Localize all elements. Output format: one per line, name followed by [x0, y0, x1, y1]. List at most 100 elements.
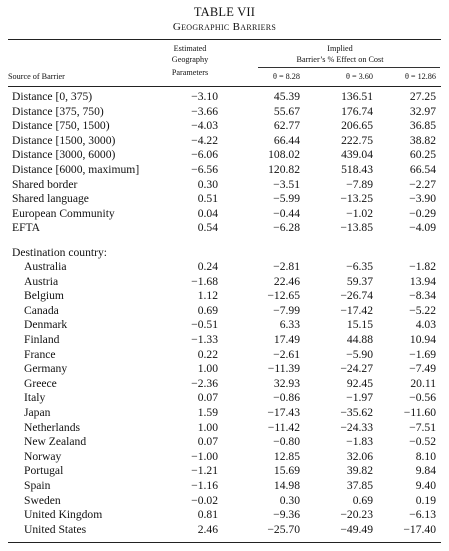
row-value-4: 60.25	[409, 148, 436, 162]
row-value-4: −7.51	[409, 420, 436, 434]
row-value-4: 9.40	[415, 479, 436, 492]
row-value-1: 2.46	[197, 522, 218, 536]
header-theta-2: θ = 3.60	[346, 72, 373, 81]
row-value-2: 62.77	[273, 119, 300, 133]
table-row: Spain −1.16 14.98 37.85 9.40	[0, 479, 449, 494]
row-value-2: 55.67	[273, 104, 300, 118]
row-value-3: −13.25	[340, 192, 373, 206]
row-value-4: −17.40	[403, 522, 436, 536]
row-value-1: −1.16	[191, 479, 218, 492]
row-value-4: −11.60	[403, 406, 436, 419]
row-label: Shared language	[12, 192, 89, 206]
row-label: Distance [375, 750)	[12, 104, 104, 118]
table-row: European Community 0.04 −0.44 −1.02 −0.29	[0, 207, 449, 222]
table-row: Australia 0.24 −2.81 −6.35 −1.82	[0, 260, 449, 275]
row-value-1: 0.51	[197, 192, 218, 206]
row-value-2: −2.81	[273, 260, 300, 273]
table-row: Denmark −0.51 6.33 15.15 4.03	[0, 318, 449, 333]
row-value-4: −5.22	[409, 303, 436, 317]
row-label: Canada	[24, 303, 59, 317]
row-value-4: −7.49	[409, 362, 436, 376]
row-label: EFTA	[12, 221, 41, 235]
row-value-1: −1.68	[191, 274, 218, 288]
row-value-4: −0.52	[409, 435, 436, 449]
row-value-1: −2.36	[191, 376, 218, 390]
row-value-1: −3.66	[191, 104, 218, 118]
row-value-3: 206.65	[341, 119, 373, 133]
table-row: Portugal −1.21 15.69 39.82 9.84	[0, 464, 449, 479]
table-row: Shared language 0.51 −5.99 −13.25 −3.90	[0, 192, 449, 207]
table-row: United Kingdom 0.81 −9.36 −20.23 −6.13	[0, 508, 449, 523]
header-theta-1: θ = 8.28	[273, 72, 300, 81]
row-value-3: 176.74	[341, 104, 373, 118]
table-row: New Zealand 0.07 −0.80 −1.83 −0.52	[0, 435, 449, 450]
row-value-3: 37.85	[346, 479, 373, 492]
table-row: United States 2.46 −25.70 −49.49 −17.40	[0, 523, 449, 538]
row-value-2: 32.93	[273, 376, 300, 390]
row-value-3: −13.85	[340, 221, 373, 235]
row-value-3: −1.83	[346, 435, 373, 449]
row-value-3: 39.82	[346, 464, 373, 478]
row-value-1: 0.81	[197, 508, 218, 522]
row-value-2: 12.85	[273, 449, 300, 463]
bottom-rule	[8, 542, 441, 543]
table-row: Norway −1.00 12.85 32.06 8.10	[0, 450, 449, 465]
row-value-4: −8.34	[409, 289, 436, 303]
row-value-4: −6.13	[409, 508, 436, 522]
table-row: Belgium 1.12 −12.65 −26.74 −8.34	[0, 289, 449, 304]
row-value-4: 8.10	[415, 449, 436, 463]
header-rule	[8, 86, 441, 87]
table-row: Distance [3000, 6000) −6.06 108.02 439.04 60…	[0, 148, 449, 163]
row-value-2: 17.49	[273, 333, 300, 346]
row-value-1: −0.51	[191, 318, 218, 332]
row-value-1: −6.56	[191, 163, 218, 176]
row-label: Greece	[24, 376, 57, 390]
row-value-1: −1.33	[191, 333, 218, 346]
row-value-3: −17.42	[340, 303, 373, 317]
row-label: Distance [3000, 6000)	[12, 148, 116, 162]
header-theta-3: θ = 12.86	[404, 72, 436, 81]
table-subtitle: Geographic Barriers	[172, 21, 277, 33]
table-row: Finland −1.33 17.49 44.88 10.94	[0, 333, 449, 348]
header-estimated-line1: Estimated	[173, 44, 207, 53]
row-value-1: −3.10	[191, 90, 218, 103]
row-value-3: 59.37	[346, 274, 373, 288]
row-label: Distance [6000, maximum]	[12, 163, 140, 176]
row-value-4: −0.29	[409, 206, 436, 220]
row-label: Germany	[24, 362, 68, 376]
row-value-3: 518.43	[341, 163, 373, 176]
row-label: European Community	[12, 206, 115, 220]
row-value-4: −4.09	[409, 221, 436, 235]
row-value-1: −1.00	[191, 449, 218, 463]
top-rule	[8, 39, 441, 40]
row-value-3: −20.23	[340, 508, 373, 522]
row-label: Spain	[24, 479, 51, 492]
table-row: Netherlands 1.00 −11.42 −24.33 −7.51	[0, 421, 449, 436]
row-label: Norway	[24, 449, 62, 463]
row-value-2: −0.80	[273, 435, 300, 449]
row-value-2: −11.42	[267, 420, 300, 434]
row-label: Belgium	[24, 289, 64, 303]
row-value-2: −2.61	[273, 347, 300, 361]
clipped-footer-text	[8, 545, 441, 551]
row-value-2: 15.69	[273, 464, 300, 478]
row-value-2: 66.44	[273, 133, 300, 147]
row-value-1: −0.02	[191, 493, 218, 507]
row-value-3: 222.75	[341, 133, 373, 147]
row-value-2: −0.44	[273, 206, 300, 220]
row-value-4: 36.85	[409, 119, 436, 133]
row-value-2: 120.82	[268, 163, 300, 176]
table-row: EFTA 0.54 −6.28 −13.85 −4.09	[0, 221, 449, 236]
row-label: Netherlands	[24, 420, 81, 434]
header-implied-line2: Barrier’s % Effect on Cost	[296, 54, 384, 64]
row-value-2: −0.86	[273, 391, 300, 405]
row-value-3: −35.62	[340, 406, 373, 419]
row-value-1: 0.30	[197, 177, 218, 191]
row-label: Distance [1500, 3000)	[12, 133, 116, 147]
row-value-1: 0.07	[197, 435, 218, 449]
row-value-3: 44.88	[346, 333, 373, 346]
row-value-4: −1.82	[409, 260, 436, 273]
row-label: Finland	[24, 333, 60, 346]
row-value-2: −11.39	[267, 362, 300, 376]
table-row: Distance [1500, 3000) −4.22 66.44 222.75 38.…	[0, 134, 449, 149]
